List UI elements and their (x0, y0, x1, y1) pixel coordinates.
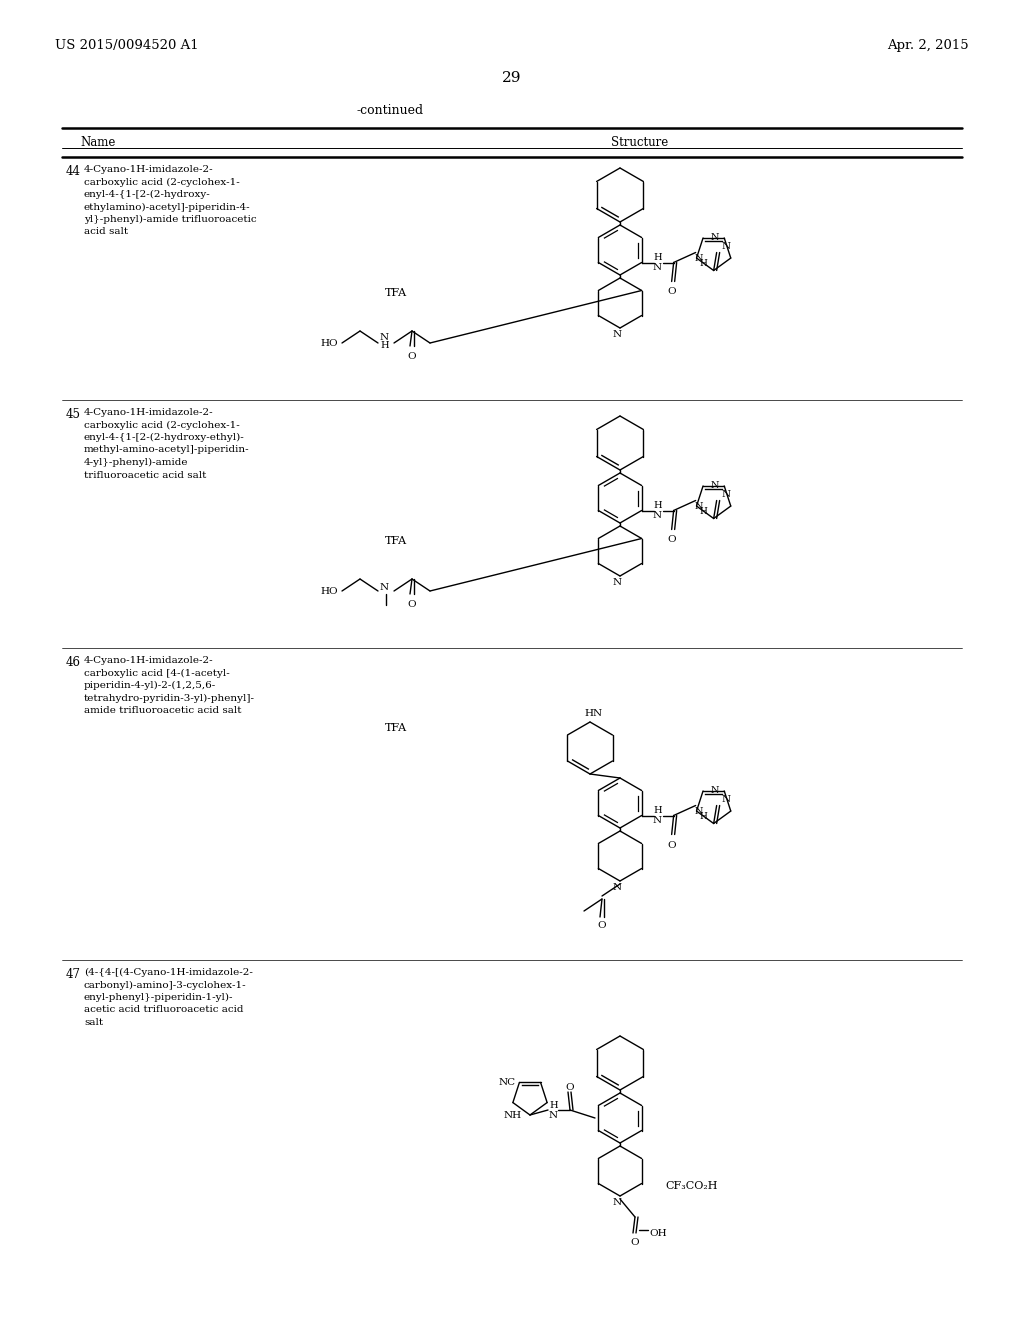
Text: H: H (699, 812, 708, 821)
Text: H: H (653, 502, 663, 510)
Text: amide trifluoroacetic acid salt: amide trifluoroacetic acid salt (84, 706, 242, 715)
Text: salt: salt (84, 1018, 103, 1027)
Text: N: N (612, 883, 622, 892)
Text: N: N (380, 583, 389, 593)
Text: 44: 44 (66, 165, 81, 178)
Text: enyl-phenyl}-piperidin-1-yl)-: enyl-phenyl}-piperidin-1-yl)- (84, 993, 233, 1002)
Text: CF₃CO₂H: CF₃CO₂H (665, 1181, 718, 1191)
Text: 4-Cyano-1H-imidazole-2-: 4-Cyano-1H-imidazole-2- (84, 165, 214, 174)
Text: OH: OH (649, 1229, 667, 1238)
Text: TFA: TFA (385, 723, 408, 733)
Text: N: N (694, 253, 703, 263)
Text: H: H (699, 259, 708, 268)
Text: 4-yl}-phenyl)-amide: 4-yl}-phenyl)-amide (84, 458, 188, 467)
Text: ethylamino)-acetyl]-piperidin-4-: ethylamino)-acetyl]-piperidin-4- (84, 202, 251, 211)
Text: 4-Cyano-1H-imidazole-2-: 4-Cyano-1H-imidazole-2- (84, 656, 214, 665)
Text: 29: 29 (502, 71, 522, 84)
Text: Name: Name (80, 136, 116, 149)
Text: N: N (612, 1199, 622, 1206)
Text: O: O (565, 1084, 574, 1093)
Text: (4-{4-[(4-Cyano-1H-imidazole-2-: (4-{4-[(4-Cyano-1H-imidazole-2- (84, 968, 253, 977)
Text: piperidin-4-yl)-2-(1,2,5,6-: piperidin-4-yl)-2-(1,2,5,6- (84, 681, 216, 690)
Text: H: H (380, 341, 389, 350)
Text: carboxylic acid (2-cyclohex-1-: carboxylic acid (2-cyclohex-1- (84, 177, 240, 186)
Text: N: N (652, 511, 662, 520)
Text: yl}-phenyl)-amide trifluoroacetic: yl}-phenyl)-amide trifluoroacetic (84, 215, 257, 224)
Text: O: O (408, 601, 417, 609)
Text: 46: 46 (66, 656, 81, 669)
Text: tetrahydro-pyridin-3-yl)-phenyl]-: tetrahydro-pyridin-3-yl)-phenyl]- (84, 693, 255, 702)
Text: NH: NH (504, 1110, 522, 1119)
Text: H: H (699, 507, 708, 516)
Text: HO: HO (319, 586, 338, 595)
Text: O: O (408, 352, 417, 360)
Text: HN: HN (585, 710, 603, 718)
Text: N: N (612, 330, 622, 339)
Text: O: O (631, 1238, 639, 1247)
Text: O: O (668, 536, 676, 544)
Text: methyl-amino-acetyl]-piperidin-: methyl-amino-acetyl]-piperidin- (84, 446, 250, 454)
Text: O: O (668, 288, 676, 297)
Text: N: N (711, 482, 720, 491)
Text: N: N (612, 578, 622, 587)
Text: 4-Cyano-1H-imidazole-2-: 4-Cyano-1H-imidazole-2- (84, 408, 214, 417)
Text: N: N (380, 334, 389, 342)
Text: trifluoroacetic acid salt: trifluoroacetic acid salt (84, 470, 207, 479)
Text: 47: 47 (66, 968, 81, 981)
Text: N: N (549, 1110, 558, 1119)
Text: O: O (598, 921, 606, 931)
Text: N: N (694, 502, 703, 511)
Text: NC: NC (499, 1078, 515, 1086)
Text: acetic acid trifluoroacetic acid: acetic acid trifluoroacetic acid (84, 1006, 244, 1015)
Text: H: H (653, 253, 663, 261)
Text: HO: HO (319, 338, 338, 347)
Text: carboxylic acid [4-(1-acetyl-: carboxylic acid [4-(1-acetyl- (84, 668, 229, 677)
Text: 45: 45 (66, 408, 81, 421)
Text: N: N (711, 787, 720, 796)
Text: enyl-4-{1-[2-(2-hydroxy-: enyl-4-{1-[2-(2-hydroxy- (84, 190, 211, 199)
Text: N: N (652, 263, 662, 272)
Text: N: N (711, 234, 720, 243)
Text: carboxylic acid (2-cyclohex-1-: carboxylic acid (2-cyclohex-1- (84, 421, 240, 429)
Text: acid salt: acid salt (84, 227, 128, 236)
Text: carbonyl)-amino]-3-cyclohex-1-: carbonyl)-amino]-3-cyclohex-1- (84, 981, 247, 990)
Text: N: N (722, 242, 731, 251)
Text: TFA: TFA (385, 288, 408, 298)
Text: H: H (653, 807, 663, 814)
Text: N: N (722, 490, 731, 499)
Text: Apr. 2, 2015: Apr. 2, 2015 (888, 38, 969, 51)
Text: N: N (652, 816, 662, 825)
Text: -continued: -continued (356, 103, 424, 116)
Text: N: N (722, 795, 731, 804)
Text: Structure: Structure (611, 136, 669, 149)
Text: TFA: TFA (385, 536, 408, 546)
Text: O: O (668, 841, 676, 850)
Text: US 2015/0094520 A1: US 2015/0094520 A1 (55, 38, 199, 51)
Text: enyl-4-{1-[2-(2-hydroxy-ethyl)-: enyl-4-{1-[2-(2-hydroxy-ethyl)- (84, 433, 245, 442)
Text: H: H (549, 1101, 558, 1110)
Text: N: N (694, 807, 703, 816)
